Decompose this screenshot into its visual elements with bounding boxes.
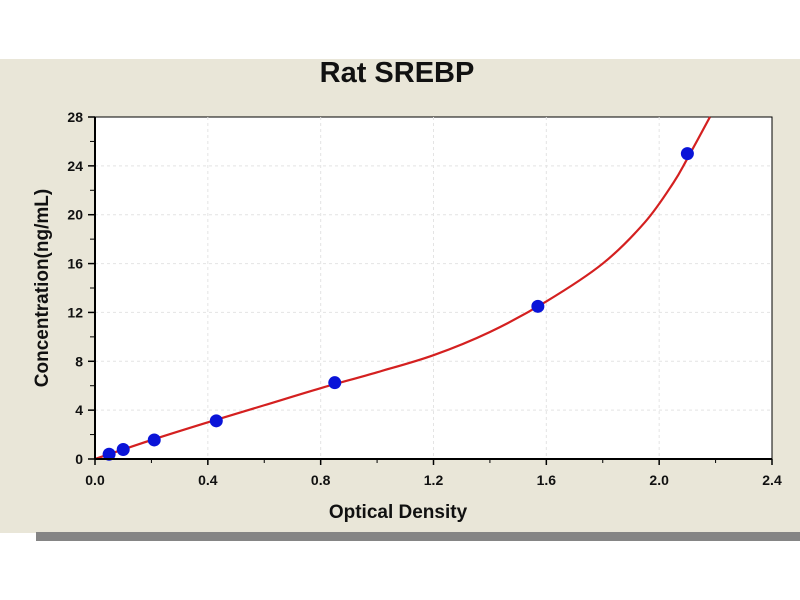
y-axis-label: Concentration(ng/mL) [32, 189, 53, 387]
data-point [209, 414, 223, 428]
x-tick-label: 1.2 [424, 472, 444, 488]
y-tick-label: 12 [67, 304, 83, 320]
x-tick-label: 2.4 [762, 472, 782, 488]
data-point [328, 376, 342, 390]
x-tick-label: 2.0 [649, 472, 669, 488]
y-tick-label: 20 [67, 207, 83, 223]
x-tick-label: 1.6 [537, 472, 557, 488]
data-point [147, 433, 161, 447]
data-point [531, 299, 545, 313]
data-point [116, 442, 130, 456]
y-tick-label: 0 [75, 451, 83, 467]
y-tick-label: 4 [75, 402, 83, 418]
y-tick-label: 8 [75, 353, 83, 369]
y-tick-label: 28 [67, 109, 83, 125]
x-tick-label: 0.4 [198, 472, 218, 488]
chart-title: Rat SREBP [320, 57, 475, 89]
bottom-bar [36, 532, 800, 541]
data-point [680, 147, 694, 161]
y-tick-label: 16 [67, 256, 83, 272]
x-tick-label: 0.8 [311, 472, 331, 488]
data-point [102, 447, 116, 461]
x-tick-label: 0.0 [85, 472, 105, 488]
y-tick-label: 24 [67, 158, 83, 174]
x-axis-label: Optical Density [329, 502, 468, 523]
